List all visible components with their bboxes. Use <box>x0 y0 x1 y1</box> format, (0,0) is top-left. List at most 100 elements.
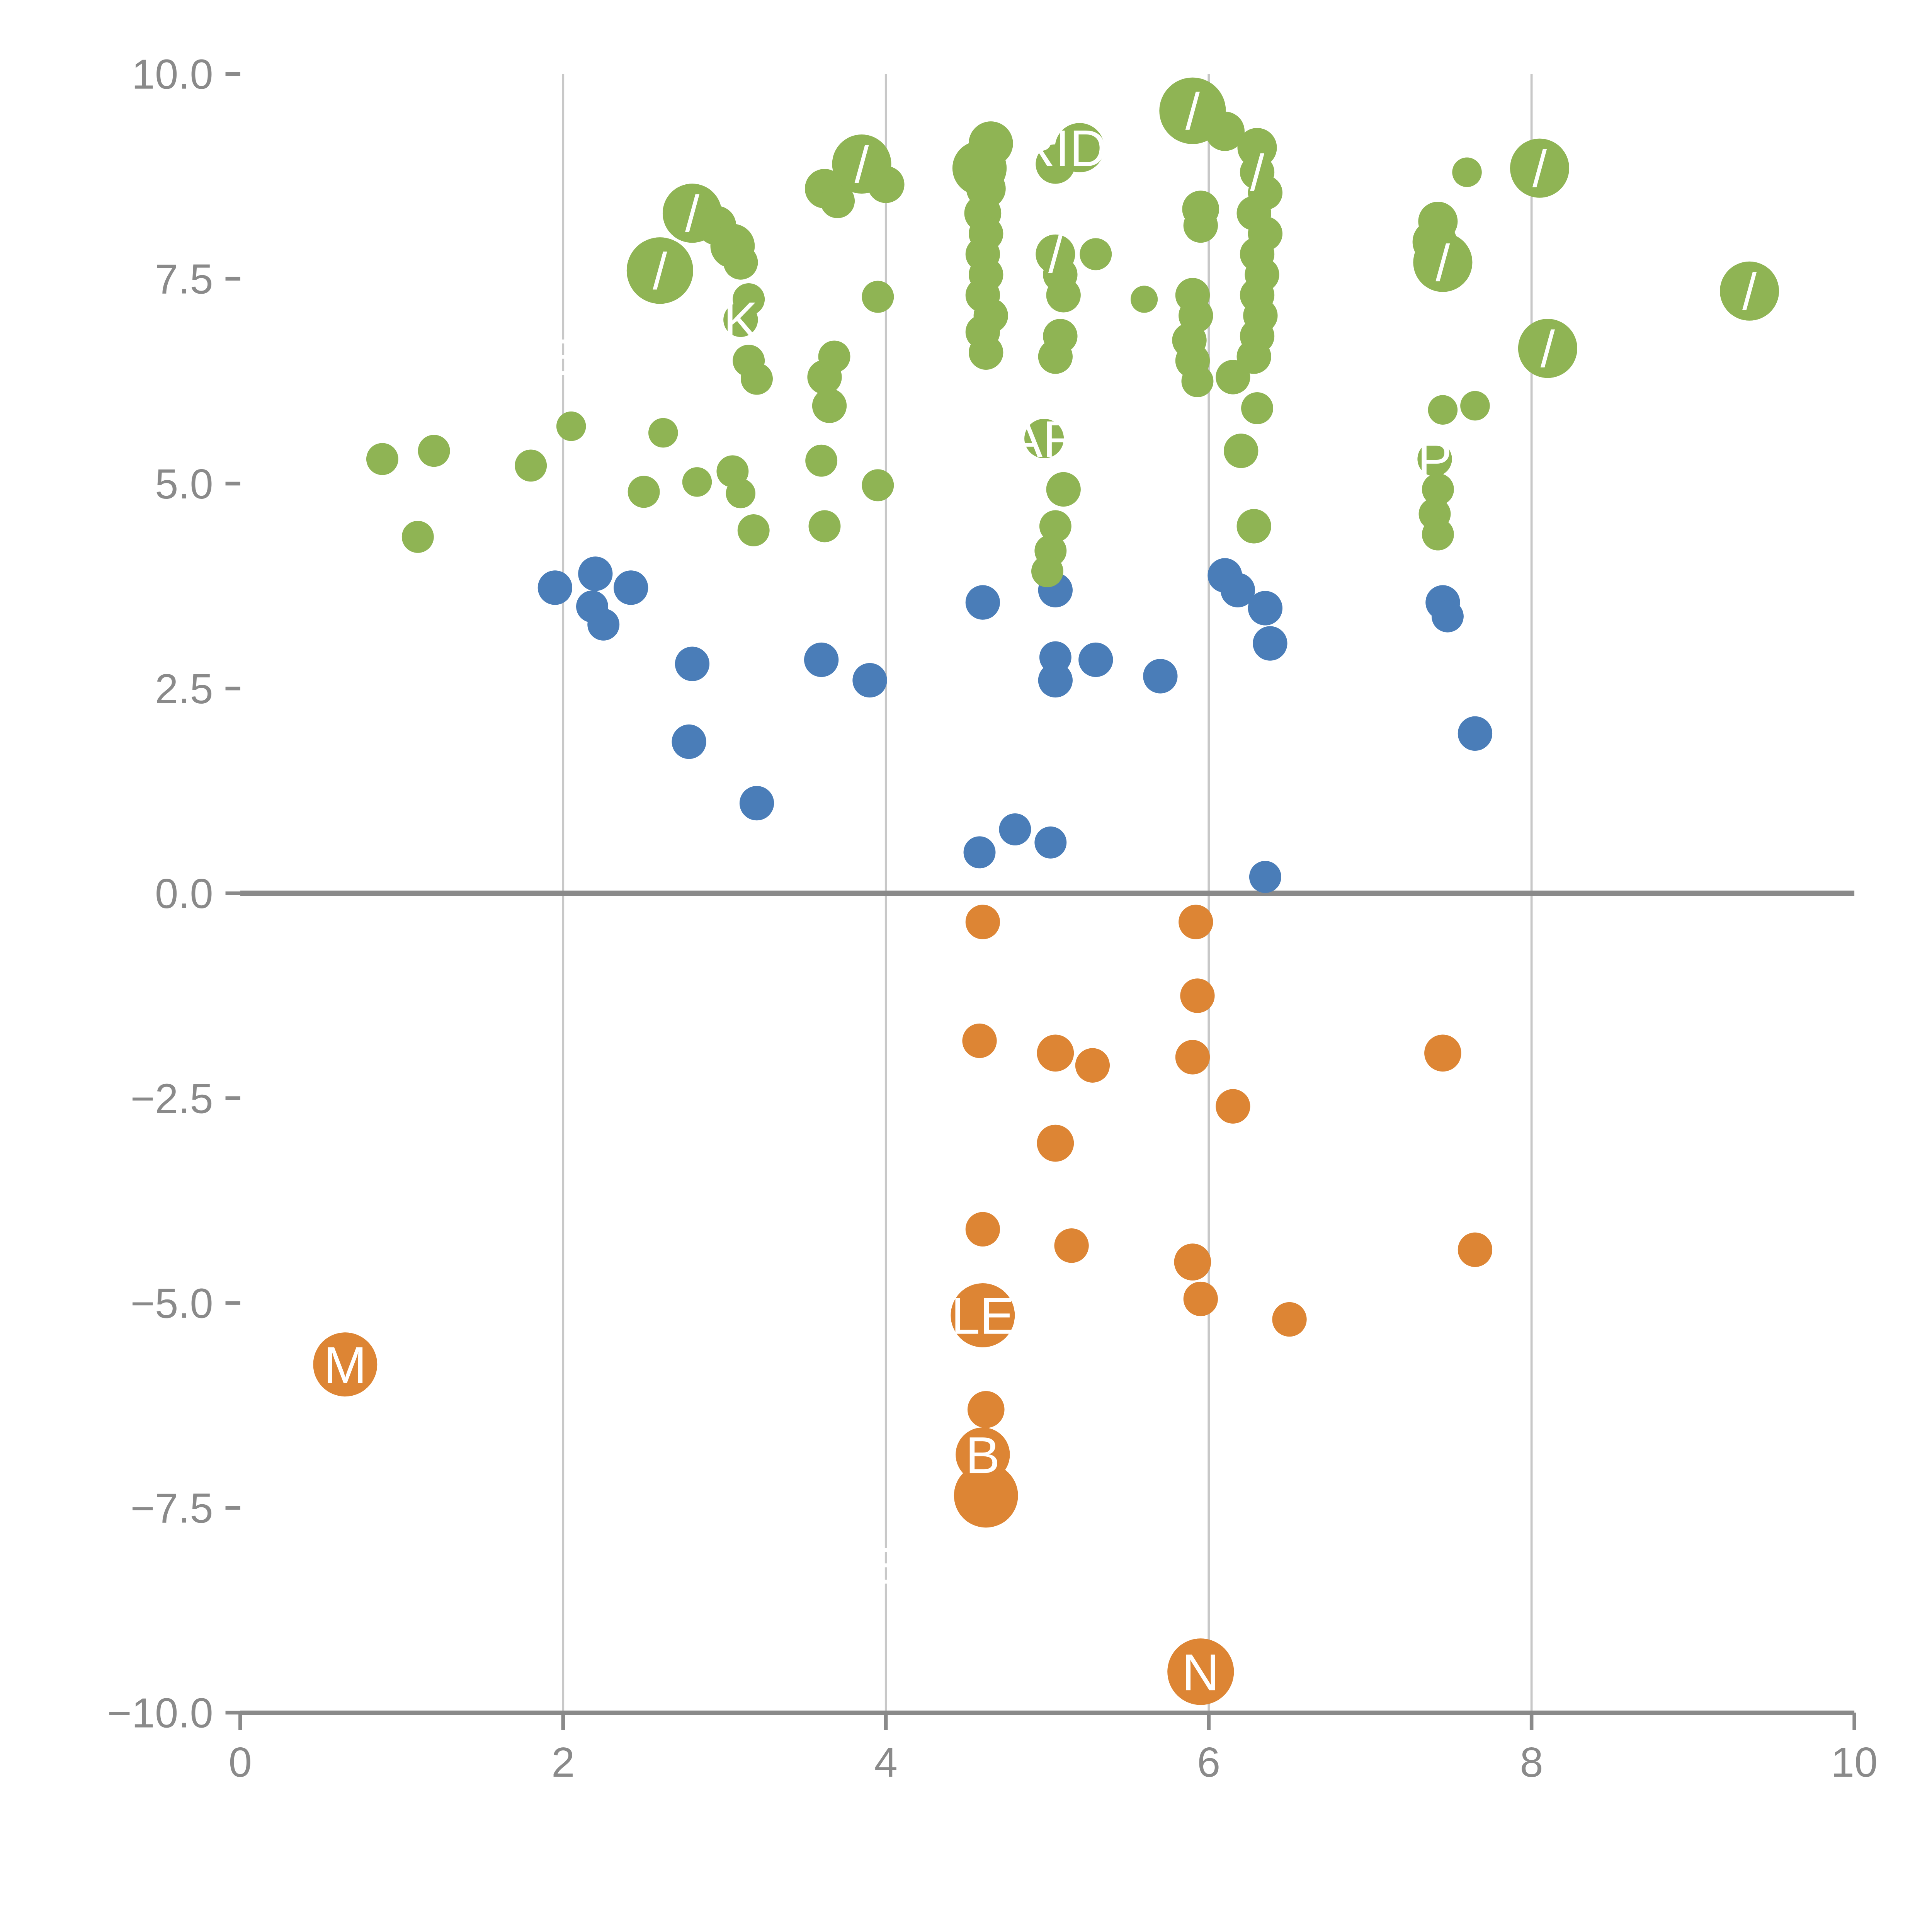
point-label: AR <box>1008 411 1080 468</box>
point-labels: LE M B N AR P / / / K / RIDE / / / / / / <box>324 83 1757 1702</box>
data-point-green <box>1036 144 1075 184</box>
point-label: / <box>1048 226 1063 284</box>
data-point-green <box>1422 518 1454 551</box>
data-point-blue <box>1458 716 1493 751</box>
data-point-blue <box>1253 626 1287 661</box>
data-point-green <box>401 520 434 553</box>
data-point-green <box>1043 319 1078 354</box>
data-point-orange <box>965 905 1000 939</box>
data-point-green <box>741 362 773 395</box>
point-label: / <box>1250 145 1265 202</box>
y-tick-label: −5.0 <box>131 1280 213 1327</box>
data-point-blue <box>1248 591 1283 626</box>
data-point-green <box>515 449 547 482</box>
x-axis: 0 2 4 6 8 10 <box>229 1713 1878 1786</box>
data-point-orange <box>962 1023 997 1058</box>
data-point-blue <box>614 570 648 605</box>
y-tick-label: 10.0 <box>132 51 213 98</box>
data-point-green <box>965 278 1000 313</box>
data-point-orange <box>1458 1232 1493 1267</box>
x-tick-label: 4 <box>874 1739 898 1786</box>
data-point-green <box>1413 233 1473 292</box>
data-point-blue <box>1034 826 1067 859</box>
point-label: / <box>854 136 869 194</box>
point-label: / <box>653 243 667 300</box>
series-blue <box>537 556 1493 893</box>
data-point-green <box>1428 395 1458 425</box>
x-tick-label: 2 <box>551 1739 575 1786</box>
data-point-green <box>628 476 660 508</box>
point-label: / <box>1185 83 1200 141</box>
data-point-green <box>1131 286 1158 313</box>
point-label: N <box>1182 1644 1219 1701</box>
data-point-green <box>812 388 847 423</box>
data-point-green <box>1720 261 1779 321</box>
data-point-blue <box>963 836 996 869</box>
data-point-orange <box>965 1212 1000 1247</box>
data-point-orange <box>1216 1089 1250 1124</box>
data-point-green <box>556 411 586 441</box>
data-point-blue <box>1143 659 1178 694</box>
point-label: / <box>1742 263 1757 321</box>
data-point-green <box>1024 418 1064 458</box>
annotations: EE <box>546 329 903 1595</box>
data-point-green <box>648 418 678 448</box>
data-point-green <box>366 443 398 475</box>
data-point-green <box>1031 555 1063 587</box>
data-point-green <box>1237 128 1277 168</box>
point-label: LE <box>951 1287 1014 1345</box>
data-point-orange <box>1167 1638 1234 1705</box>
data-point-green <box>820 184 855 218</box>
data-point-green <box>862 469 894 502</box>
x-tick-label: 8 <box>1520 1739 1543 1786</box>
y-tick-label: 2.5 <box>155 665 213 712</box>
data-point-green <box>682 467 712 497</box>
data-point-blue <box>1431 600 1464 633</box>
data-point-green <box>626 237 694 304</box>
data-point-blue <box>537 570 573 605</box>
data-point-green <box>1183 208 1218 243</box>
point-label: RIDE <box>1018 120 1141 177</box>
data-point-green <box>1046 472 1081 507</box>
data-point-orange <box>313 1332 378 1397</box>
data-point-green <box>1417 442 1452 476</box>
data-point-blue <box>1038 663 1073 698</box>
data-point-green <box>1181 365 1214 397</box>
point-label: / <box>1532 140 1547 198</box>
data-point-blue <box>999 813 1031 845</box>
data-point-green <box>1039 510 1071 543</box>
y-axis: −10.0 −7.5 −5.0 −2.5 0.0 2.5 5.0 7.5 10.0 <box>107 51 240 1736</box>
data-point-green <box>1460 391 1490 421</box>
data-point-orange <box>1054 1228 1089 1263</box>
data-point-blue <box>852 663 887 698</box>
data-point-blue <box>1249 861 1281 893</box>
data-point-green <box>726 478 756 509</box>
annotation-label: E <box>869 1537 903 1595</box>
point-label: M <box>324 1337 367 1394</box>
data-point-orange <box>1424 1034 1461 1072</box>
x-tick-label: 6 <box>1197 1739 1220 1786</box>
data-point-orange <box>1037 1034 1074 1072</box>
y-tick-label: −10.0 <box>107 1690 213 1736</box>
data-point-blue <box>804 642 839 677</box>
data-point-green <box>1518 319 1577 378</box>
data-point-orange <box>1179 905 1213 939</box>
annotation-label: E <box>546 329 580 386</box>
x-tick-label: 0 <box>229 1739 252 1786</box>
point-label: P <box>1417 431 1452 489</box>
data-point-green <box>968 121 1013 166</box>
data-point-green <box>1510 138 1570 198</box>
data-point-blue <box>739 786 774 821</box>
data-point-blue <box>587 608 620 641</box>
data-point-green <box>808 510 841 543</box>
y-tick-label: −2.5 <box>131 1075 213 1122</box>
data-point-green <box>1205 111 1245 151</box>
x-tick-label: 10 <box>1831 1739 1878 1786</box>
data-point-orange <box>1272 1302 1307 1337</box>
data-point-green <box>1422 473 1454 505</box>
point-label: / <box>685 185 700 243</box>
data-point-green <box>723 245 758 280</box>
